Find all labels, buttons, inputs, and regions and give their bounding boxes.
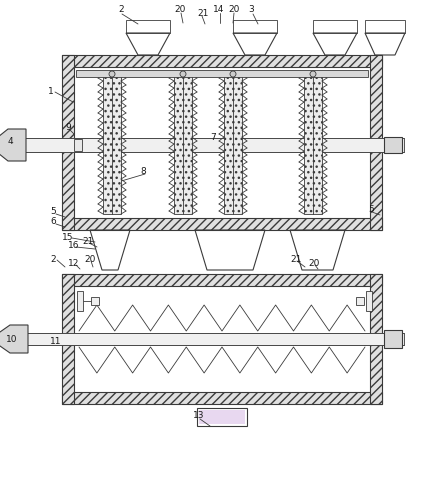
Text: 15: 15 [62,232,73,241]
Bar [313,20,357,33]
Bar [174,71,192,214]
Circle shape [180,71,186,77]
Bar [370,55,382,230]
Bar [76,70,368,77]
Bar [356,297,364,305]
Bar [62,392,382,404]
Bar [22,333,404,345]
Bar [126,20,170,33]
Bar [62,55,74,230]
Text: 9: 9 [65,122,71,132]
Text: 10: 10 [6,335,18,344]
Text: 12: 12 [68,259,79,268]
Polygon shape [0,129,26,161]
Text: 13: 13 [193,412,205,420]
Bar [384,137,402,153]
Text: 21: 21 [197,9,209,17]
Bar [224,71,242,214]
Text: 21: 21 [290,255,301,265]
Bar [366,291,372,311]
Text: 21: 21 [82,238,93,246]
Text: 20: 20 [174,4,185,13]
Bar [304,71,322,214]
Text: 1: 1 [48,88,54,96]
Bar [365,20,405,33]
Text: 2: 2 [118,5,124,14]
Text: 11: 11 [50,337,62,347]
Text: 20: 20 [228,4,239,13]
Circle shape [109,71,115,77]
Circle shape [310,71,316,77]
Bar [77,291,83,311]
Text: 3: 3 [248,5,254,14]
Bar [62,55,382,67]
Bar [197,408,247,426]
Text: 16: 16 [68,241,80,251]
Text: 4: 4 [8,137,14,147]
Bar [62,218,382,230]
Text: 2: 2 [50,255,55,265]
Text: 14: 14 [213,4,224,13]
Bar [62,274,74,404]
Bar [91,297,99,305]
Bar [103,71,121,214]
Text: 7: 7 [210,133,216,142]
Polygon shape [0,325,28,353]
Text: 8: 8 [140,168,146,176]
Text: 6: 6 [50,217,56,227]
Circle shape [230,71,236,77]
Bar [199,410,245,424]
Bar [370,274,382,404]
Text: 20: 20 [84,255,95,265]
Text: 5: 5 [368,205,374,214]
Text: 5: 5 [50,207,56,216]
Bar [74,139,82,151]
Bar [233,20,277,33]
Bar [62,274,382,286]
Text: 20: 20 [308,259,319,268]
Bar [384,330,402,348]
Bar [20,138,404,152]
